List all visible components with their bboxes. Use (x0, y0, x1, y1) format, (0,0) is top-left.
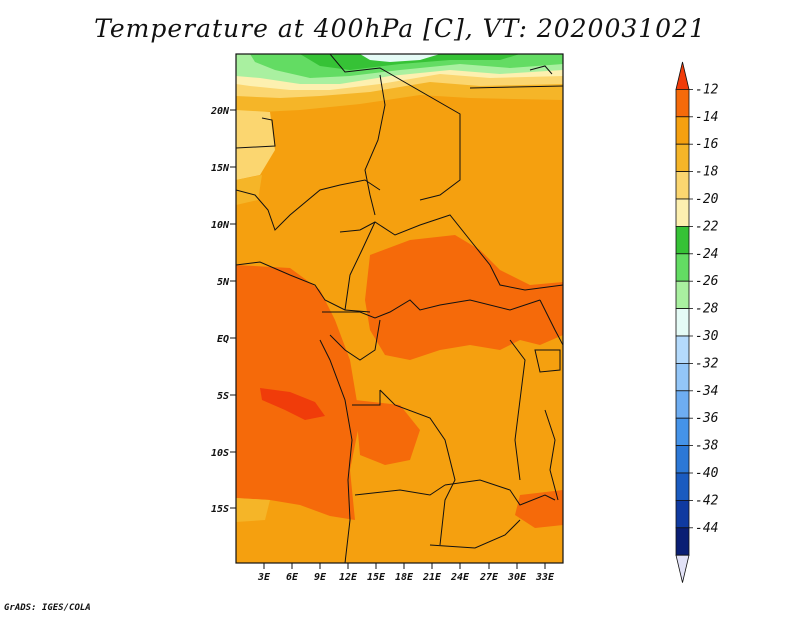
lon-label: 33E (535, 572, 555, 583)
colorbar-swatch (675, 280, 690, 310)
colorbar-swatch (675, 445, 690, 474)
colorbar-label: -28 (695, 302, 719, 317)
border-line (329, 319, 381, 361)
border-line (429, 519, 521, 549)
field-band-30 (360, 54, 440, 62)
lon-label: 12E (339, 572, 358, 583)
lat-label: 5N (217, 277, 230, 288)
colorbar-label: -32 (695, 356, 719, 371)
lat-label: 10S (211, 448, 229, 459)
colorbar: -12 -14 -16 -18 -20 -22 -24 -26 -28 -30 -32 -34 -36 -… (675, 61, 719, 583)
field-west-yellow (236, 110, 275, 180)
field-warm-southeast (515, 490, 563, 528)
lat-axis: 20N 15N 10N 5N EQ 5S 10S 15S (210, 106, 236, 515)
field-hot-patch (260, 388, 325, 420)
border-line (236, 179, 381, 231)
colorbar-label: -44 (695, 521, 718, 536)
grads-credit: GrADS: IGES/COLA (4, 603, 91, 613)
border-line (469, 85, 563, 89)
colorbar-label: -18 (695, 165, 719, 180)
colorbar-label: -38 (695, 439, 719, 454)
lat-label: EQ (217, 334, 229, 345)
field-warm-center (365, 235, 563, 360)
colorbar-swatch (675, 308, 690, 337)
colorbar-label: -30 (695, 329, 719, 344)
colorbar-label: -40 (695, 466, 719, 481)
coast-line (319, 339, 353, 563)
lon-label: 21E (422, 572, 442, 583)
lon-label: 18E (395, 572, 414, 583)
lat-label: 15N (211, 163, 230, 174)
colorbar-label: -36 (695, 411, 719, 426)
border-line (344, 221, 376, 311)
lon-label: 30E (507, 572, 527, 583)
colorbar-label: -16 (695, 137, 719, 152)
field-west-orange (236, 175, 262, 205)
colorbar-label: -34 (695, 384, 718, 399)
colorbar-swatch (675, 116, 690, 145)
colorbar-swatch (675, 171, 690, 200)
border-line (354, 484, 446, 496)
colorbar-label: -12 (695, 82, 719, 97)
lat-label: 5S (217, 391, 229, 402)
lon-label: 24E (450, 572, 470, 583)
country-borders (236, 54, 563, 563)
lon-label: 3E (257, 572, 271, 583)
border-line (544, 409, 559, 501)
colorbar-swatch (675, 198, 690, 227)
border-line (236, 117, 276, 149)
border-line (322, 299, 541, 319)
lat-label: 20N (210, 106, 230, 117)
colorbar-label: -26 (695, 274, 719, 289)
colorbar-label: -24 (695, 247, 718, 262)
field-warm-west (236, 265, 360, 520)
border-line (352, 390, 381, 406)
border-line (339, 214, 563, 291)
border-line (509, 339, 526, 481)
colorbar-arrow-top (675, 61, 690, 90)
coast-line (529, 65, 553, 75)
lake-outline (534, 349, 561, 373)
field-warm-south (355, 400, 420, 465)
map-frame (235, 53, 564, 564)
lat-label: 15S (211, 504, 229, 515)
border-line (329, 54, 461, 201)
colorbar-swatch (675, 417, 690, 447)
colorbar-swatch (675, 143, 690, 172)
colorbar-swatch (675, 499, 690, 529)
border-line (364, 74, 386, 216)
colorbar-swatch (675, 253, 690, 282)
border-line (444, 479, 556, 506)
colorbar-label: -42 (695, 493, 719, 508)
lon-label: 6E (286, 572, 299, 583)
lon-axis: 3E 6E 9E 12E 15E 18E 21E 24E 27E 30E 33E (257, 563, 555, 583)
colorbar-arrow-bottom (675, 554, 690, 583)
colorbar-swatch (675, 335, 690, 364)
colorbar-swatch (675, 390, 690, 419)
chart-title: Temperature at 400hPa [C], VT: 202003102… (94, 14, 706, 43)
colorbar-swatch (675, 225, 690, 255)
colorbar-label: -14 (695, 110, 718, 125)
colorbar-swatch (675, 89, 690, 118)
lon-label: 27E (479, 572, 499, 583)
lon-label: 9E (314, 572, 327, 583)
lon-label: 15E (367, 572, 386, 583)
field-sw-band (236, 498, 270, 522)
colorbar-label: -20 (695, 192, 719, 207)
border-line (379, 389, 456, 546)
border-line (539, 299, 563, 346)
colorbar-swatch (675, 472, 690, 501)
lat-label: 10N (211, 220, 230, 231)
colorbar-swatch (675, 362, 690, 392)
colorbar-label: -22 (695, 219, 719, 234)
temperature-field (236, 54, 563, 563)
field-band-24 (300, 54, 520, 70)
colorbar-swatch (675, 527, 690, 556)
